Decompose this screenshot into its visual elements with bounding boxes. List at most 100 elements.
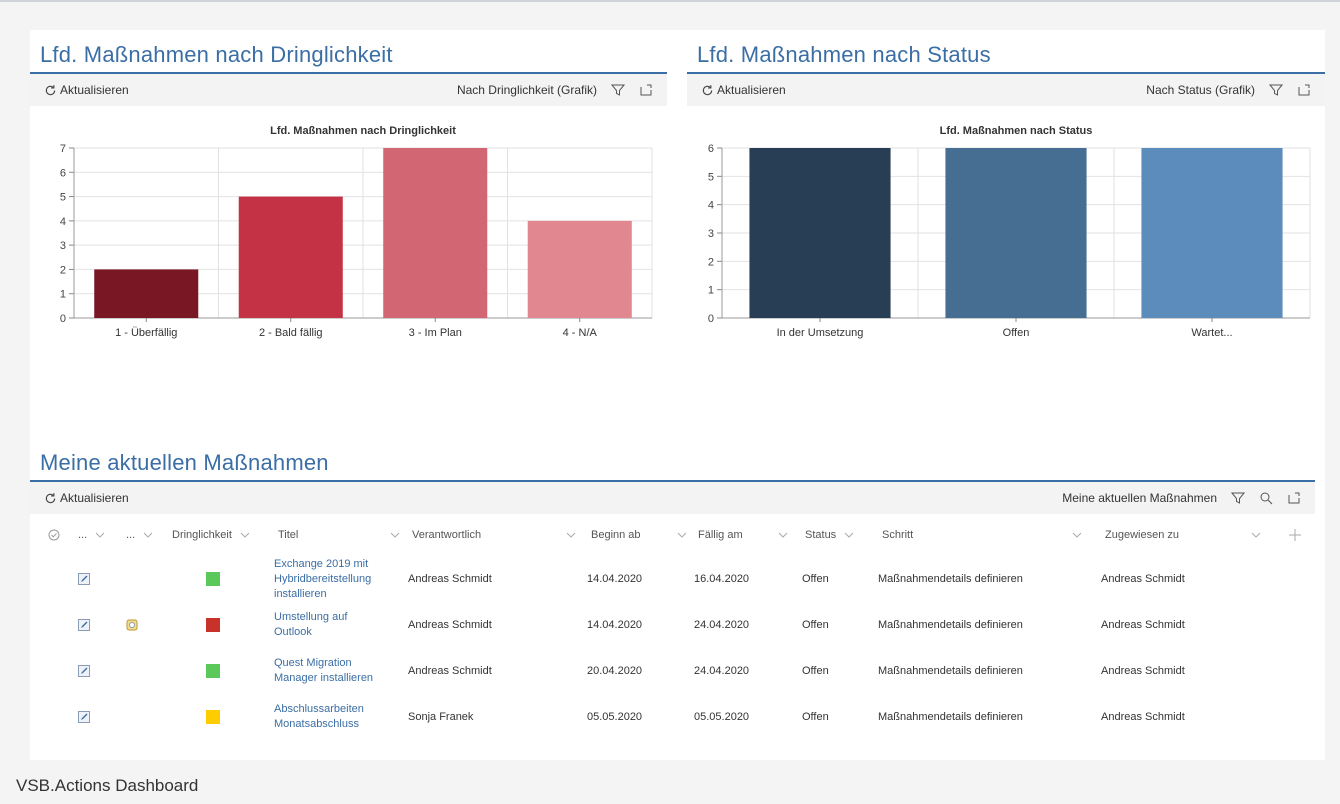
table-row[interactable]: Umstellung auf Outlook Andreas Schmidt 14.0… <box>30 602 1315 648</box>
add-column-button[interactable] <box>1288 514 1302 556</box>
due-date-cell: 05.05.2020 <box>694 711 750 723</box>
urgency-view-selector[interactable]: Nach Dringlichkeit (Grafik) <box>456 83 597 97</box>
y-tick-label: 0 <box>60 313 66 325</box>
action-title-link[interactable]: Quest Migration Manager installieren <box>274 648 373 694</box>
assigned-cell: Andreas Schmidt <box>1101 665 1185 677</box>
urgency-square <box>206 710 220 724</box>
action-title-line: Outlook <box>274 626 312 638</box>
chevron-down-icon <box>240 532 250 538</box>
action-title-link[interactable]: Exchange 2019 mit Hybridbereitstellung ins… <box>274 556 371 602</box>
action-title[interactable]: Quest Migration Manager installieren <box>274 656 373 686</box>
urgency-refresh-label: Aktualisieren <box>60 83 129 97</box>
col-header-assigned[interactable]: Zugewiesen zu <box>1105 514 1261 556</box>
urgency-chart: Lfd. Maßnahmen nach Dringlichkeit 0 1 2 3 4 5 6… <box>30 106 667 366</box>
col-header-title[interactable]: Titel <box>278 514 400 556</box>
refresh-icon <box>45 84 56 95</box>
table-toolbar: Aktualisieren Meine aktuellen Maßnahmen <box>30 482 1315 514</box>
urgency-panel: Lfd. Maßnahmen nach Dringlichkeit Aktual… <box>30 38 667 366</box>
edit-button[interactable] <box>78 602 90 648</box>
footer-title: VSB.Actions Dashboard <box>16 776 199 795</box>
table-refresh-button[interactable]: Aktualisieren <box>30 491 129 505</box>
due-date-cell: 24.04.2020 <box>694 665 750 677</box>
x-tick-label: Offen <box>1003 327 1030 339</box>
table-row[interactable]: Quest Migration Manager installieren Andre… <box>30 648 1315 694</box>
col-header-owner[interactable]: Verantwortlich <box>412 514 576 556</box>
chart-title: Lfd. Maßnahmen nach Dringlichkeit <box>270 125 456 137</box>
status-panel-title: Lfd. Maßnahmen nach Status <box>687 38 1325 74</box>
urgency-square <box>206 664 220 678</box>
col-status-label: Status <box>805 529 837 541</box>
owner-cell: Sonja Franek <box>408 711 474 723</box>
edit-button[interactable] <box>78 648 90 694</box>
filter-icon[interactable] <box>611 83 625 97</box>
y-tick-label: 2 <box>708 256 714 268</box>
col-header-step[interactable]: Schritt <box>882 514 1082 556</box>
assigned-cell: Andreas Schmidt <box>1101 711 1185 723</box>
x-tick-label: 3 - Im Plan <box>409 327 462 339</box>
search-icon[interactable] <box>1259 491 1273 505</box>
action-title-line: Monatsabschluss <box>274 718 359 730</box>
status-toolbar-right: Nach Status (Grafik) <box>1146 83 1311 97</box>
chevron-down-icon <box>1251 532 1261 538</box>
attachment-button[interactable] <box>126 602 138 648</box>
actions-table-panel: Meine aktuellen Maßnahmen Aktualisieren … <box>30 446 1315 760</box>
select-all-checkbox[interactable] <box>48 514 60 556</box>
col-header-dots-2[interactable]: ... <box>126 514 153 556</box>
start-date-cell: 14.04.2020 <box>587 573 643 585</box>
urgency-toolbar-right: Nach Dringlichkeit (Grafik) <box>457 83 653 97</box>
step-cell: Maßnahmendetails definieren <box>878 665 1023 677</box>
status-refresh-button[interactable]: Aktualisieren <box>687 83 786 97</box>
action-title-line: Exchange 2019 mit <box>274 557 369 570</box>
filter-icon[interactable] <box>1231 491 1245 505</box>
chevron-down-icon <box>566 532 576 538</box>
expand-icon[interactable] <box>1287 491 1301 505</box>
table-row[interactable]: Abschlussarbeiten Monatsabschluss Sonja Fr… <box>30 694 1315 740</box>
dashboard-canvas: Lfd. Maßnahmen nach Dringlichkeit Aktual… <box>30 30 1325 760</box>
action-title-line: Manager installieren <box>274 672 374 684</box>
owner-cell: Andreas Schmidt <box>408 619 492 631</box>
table-row[interactable]: Exchange 2019 mit Hybridbereitstellung ins… <box>30 556 1315 602</box>
chevron-down-icon <box>778 532 788 538</box>
start-date-cell: 14.04.2020 <box>587 619 643 631</box>
urgency-chart-svg: Lfd. Maßnahmen nach Dringlichkeit 0 1 2 3 4 5 6… <box>60 125 653 339</box>
y-tick-label: 1 <box>708 285 714 297</box>
expand-icon[interactable] <box>1297 83 1311 97</box>
col-header-status[interactable]: Status <box>805 514 854 556</box>
action-title[interactable]: Abschlussarbeiten Monatsabschluss <box>274 702 364 732</box>
y-tick-label: 3 <box>60 240 66 252</box>
col-due-label: Fällig am <box>698 529 743 541</box>
y-tick-label: 5 <box>60 192 66 204</box>
action-title-line: Umstellung auf <box>274 611 348 623</box>
status-chart: Lfd. Maßnahmen nach Status 0 1 2 3 4 5 6 In der … <box>687 106 1325 366</box>
table-toolbar-right: Meine aktuellen Maßnahmen <box>1062 491 1301 505</box>
col-title-label: Titel <box>278 529 299 541</box>
col-header-start[interactable]: Beginn ab <box>591 514 687 556</box>
action-title[interactable]: Exchange 2019 mit Hybridbereitstellung ins… <box>274 557 371 602</box>
chevron-down-icon <box>95 532 105 538</box>
col-header-urgency[interactable]: Dringlichkeit <box>172 514 250 556</box>
x-tick-label: 2 - Bald fällig <box>259 327 323 339</box>
filter-icon[interactable] <box>1269 83 1283 97</box>
status-view-selector[interactable]: Nach Status (Grafik) <box>1146 83 1255 97</box>
step-cell: Maßnahmendetails definieren <box>878 619 1023 631</box>
action-title-link[interactable]: Umstellung auf Outlook <box>274 602 347 648</box>
table-view-selector[interactable]: Meine aktuellen Maßnahmen <box>1062 491 1217 505</box>
x-tick-label: 4 - N/A <box>563 327 598 339</box>
x-tick-label: 1 - Überfällig <box>115 327 177 339</box>
urgency-square <box>206 618 220 632</box>
chevron-down-icon <box>1072 532 1082 538</box>
action-title-line: installieren <box>274 587 327 600</box>
action-title[interactable]: Umstellung auf Outlook <box>274 610 347 640</box>
urgency-refresh-button[interactable]: Aktualisieren <box>30 83 129 97</box>
status-cell: Offen <box>802 665 829 677</box>
expand-icon[interactable] <box>639 83 653 97</box>
assigned-cell: Andreas Schmidt <box>1101 573 1185 585</box>
plus-icon <box>1289 529 1301 541</box>
x-tick-label: In der Umsetzung <box>777 327 864 339</box>
y-tick-label: 6 <box>708 143 714 155</box>
edit-button[interactable] <box>78 694 90 740</box>
action-title-link[interactable]: Abschlussarbeiten Monatsabschluss <box>274 694 364 740</box>
edit-button[interactable] <box>78 556 90 602</box>
col-header-due[interactable]: Fällig am <box>698 514 788 556</box>
col-header-dots-1[interactable]: ... <box>78 514 105 556</box>
